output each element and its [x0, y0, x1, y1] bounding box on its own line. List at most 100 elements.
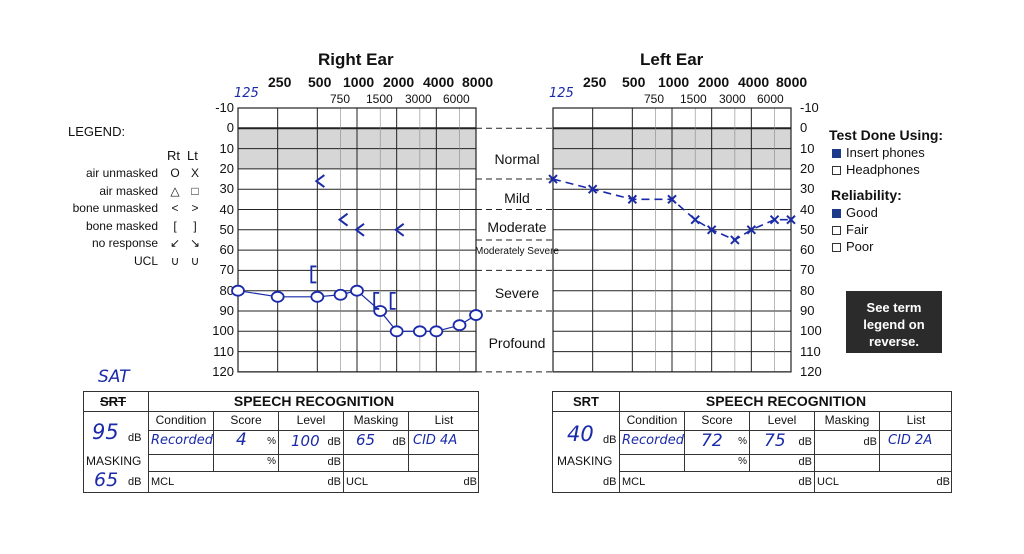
- right-ear-db-tick-label: 100: [212, 323, 234, 339]
- right-handwritten-125: 125: [234, 86, 259, 101]
- left-ear-db-tick-label: 20: [800, 160, 815, 176]
- right-ear-db-tick-label: 30: [219, 181, 234, 197]
- level-unit-2: dB: [798, 456, 812, 468]
- right-freq-3000: 3000: [405, 92, 432, 106]
- poor-label: Poor: [846, 239, 874, 254]
- right-air-point: [389, 325, 404, 338]
- legend-lt-symbol: X: [190, 166, 199, 180]
- level-cell-2: dB: [279, 454, 344, 471]
- score-unit-2: %: [738, 456, 747, 467]
- sat-handwritten: SAT: [98, 367, 130, 387]
- right-freq-1000: 1000: [343, 74, 375, 90]
- srt-struck-label: SRT: [100, 394, 126, 409]
- sr-row2-left: % dB: [619, 454, 952, 472]
- legend-lt-symbol: □: [191, 183, 199, 198]
- score-cell-2: %: [685, 454, 750, 471]
- good-checkbox[interactable]: [832, 209, 841, 219]
- left-freq-3000: 3000: [719, 92, 746, 106]
- condition-value: Recorded: [151, 433, 213, 448]
- left-freq-4000: 4000: [738, 74, 770, 90]
- masking-label-right: MASKING: [86, 454, 142, 468]
- left-air-point: [548, 174, 558, 184]
- reliability-poor[interactable]: Poor: [832, 238, 873, 256]
- right-ear-db-tick-label: 110: [213, 343, 234, 359]
- fair-checkbox[interactable]: [832, 226, 841, 236]
- right-bone-point: [393, 223, 405, 237]
- right-freq-6000: 6000: [443, 92, 470, 106]
- score-unit: %: [267, 436, 276, 447]
- col-condition: Condition: [620, 411, 685, 430]
- left-air-point: [587, 184, 598, 194]
- col-masking: Masking: [815, 411, 880, 430]
- legend-rt-symbol: <: [171, 201, 179, 215]
- speech-box-right: SRT SPEECH RECOGNITION Condition Score L…: [83, 391, 479, 493]
- left-freq-1500: 1500: [680, 92, 707, 106]
- col-list: List: [906, 413, 926, 427]
- right-ear-title: Right Ear: [318, 50, 394, 69]
- headphones-checkbox[interactable]: [832, 166, 841, 176]
- list-cell: CID 4A: [409, 430, 479, 454]
- severity-dividers: [476, 127, 553, 373]
- score-cell: 4%: [214, 430, 279, 454]
- severity-normal: Normal: [494, 151, 540, 167]
- reliability-good[interactable]: Good: [832, 204, 878, 222]
- reliability-title: Reliability:: [831, 187, 902, 203]
- right-air-point: [231, 284, 245, 297]
- mcl-unit: dB: [327, 476, 341, 488]
- insert-phones-checkbox[interactable]: [832, 149, 841, 159]
- insert-phones-label: Insert phones: [846, 145, 925, 160]
- right-bone-point: [337, 212, 349, 227]
- legend-lt-symbol: ]: [193, 218, 197, 233]
- good-label: Good: [846, 205, 878, 220]
- left-freq-500: 500: [622, 74, 646, 90]
- masking-cell-2: [815, 454, 880, 471]
- left-freq-2000: 2000: [698, 74, 730, 90]
- ucl-cell: UCL dB: [815, 471, 952, 492]
- legend-lt-symbol: >: [191, 201, 199, 215]
- speech-box-left: SRT SPEECH RECOGNITION Condition Score L…: [552, 391, 952, 493]
- left-air-point: [627, 194, 638, 205]
- test-done-title: Test Done Using:: [829, 127, 944, 143]
- poor-checkbox[interactable]: [832, 243, 841, 253]
- right-bone-point: [314, 174, 325, 188]
- level-cell: 75 dB: [750, 430, 815, 454]
- right-ear-db-tick-label: 50: [219, 221, 234, 237]
- mcl-ucl-row-left: MCL dB UCL dB: [619, 471, 952, 492]
- list-value: CID 2A: [888, 433, 933, 448]
- col-masking: Masking: [344, 411, 409, 430]
- cond-cell: Recorded: [149, 430, 214, 454]
- masking-cell-2: [344, 454, 409, 471]
- test-done-insert[interactable]: Insert phones: [832, 144, 925, 162]
- level-value: 100: [291, 432, 320, 450]
- left-ear-db-tick-label: 0: [800, 120, 808, 136]
- right-bone-masked-point: [389, 291, 396, 310]
- list-cell: CID 2A: [880, 430, 952, 454]
- test-done-headphones[interactable]: Headphones: [832, 161, 920, 179]
- level-value: 75: [764, 431, 786, 451]
- left-ear-db-tick-label: 90: [800, 303, 815, 318]
- right-ear-db-tick-label: 120: [212, 363, 234, 379]
- level-unit: dB: [327, 436, 341, 448]
- right-ear-db-tick-label: 90: [219, 303, 234, 318]
- srt-divider-left: [553, 411, 619, 412]
- left-ear-db-tick-label: 50: [800, 221, 815, 237]
- legend-rt-symbol: △: [170, 183, 180, 198]
- right-ear-db-tick-label: -10: [215, 100, 234, 115]
- masking-unit: dB: [863, 436, 877, 448]
- right-ear-db-tick-label: 70: [219, 262, 234, 278]
- score-unit: %: [738, 436, 747, 447]
- masking-unit: dB: [392, 436, 406, 448]
- cond-cell: Recorded: [620, 430, 685, 454]
- reliability-fair[interactable]: Fair: [832, 221, 868, 239]
- mcl-label: MCL: [151, 476, 175, 488]
- right-freq-2000: 2000: [383, 74, 415, 90]
- right-air-point: [310, 290, 325, 303]
- right-ear-db-tick-label: 80: [219, 282, 234, 298]
- masking-value: 65: [356, 431, 376, 449]
- mcl-cell: MCL dB: [620, 471, 815, 492]
- col-score: Score: [685, 411, 750, 430]
- level-cell-2: dB: [750, 454, 815, 471]
- srt-value-right: 95: [92, 420, 119, 444]
- masking-unit-right: dB: [128, 476, 142, 488]
- legend-rt-symbol: ∪: [170, 253, 180, 268]
